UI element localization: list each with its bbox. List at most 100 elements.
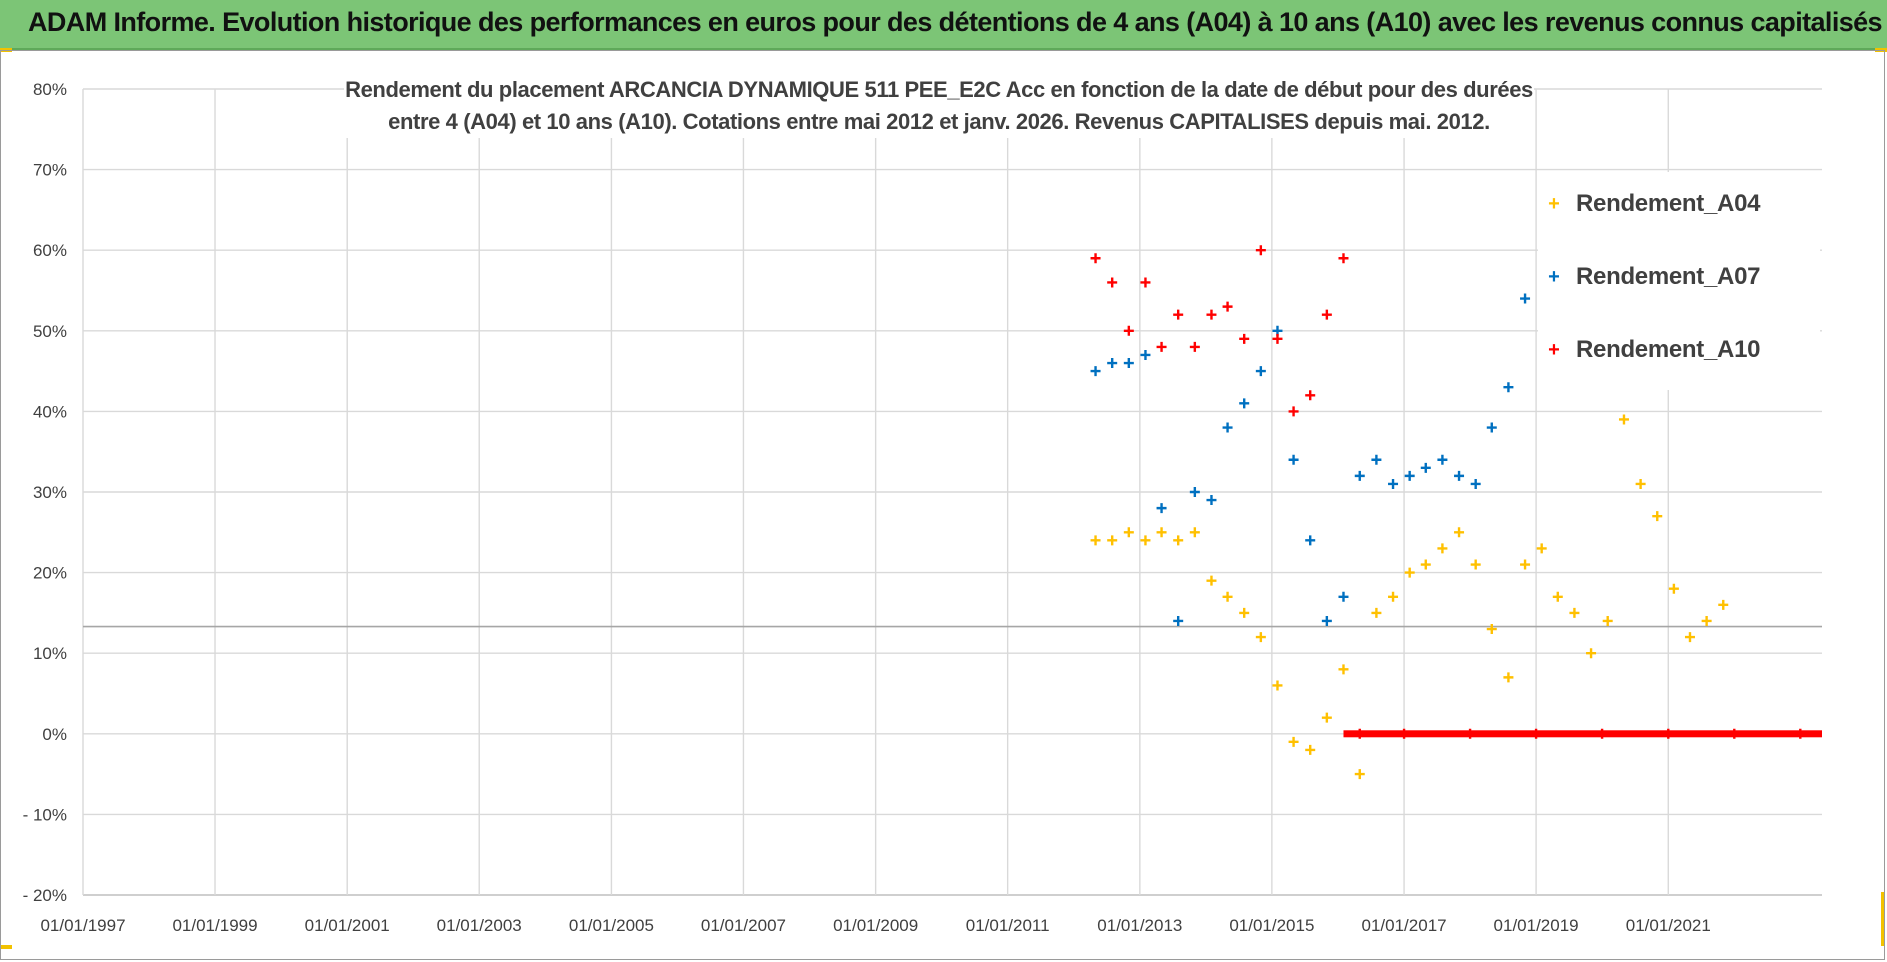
chart-frame — [0, 50, 1885, 960]
x-tick-label: 01/01/2011 — [966, 916, 1050, 935]
x-tick-label: 01/01/1999 — [172, 916, 257, 935]
legend-label-a07: Rendement_A07 — [1576, 263, 1761, 290]
report-banner: ADAM Informe. Evolution historique des p… — [0, 0, 1887, 50]
point-a04 — [1338, 664, 1349, 675]
point-a04 — [1140, 535, 1151, 546]
y-tick-label: 30% — [33, 483, 67, 502]
point-a10 — [1305, 390, 1316, 401]
point-a07 — [1388, 478, 1399, 489]
point-a04 — [1437, 543, 1448, 554]
point-a10 — [1189, 341, 1200, 352]
legend-item-a07: + Rendement_A07 — [1538, 257, 1760, 297]
x-tick-label: 01/01/2009 — [833, 916, 918, 935]
point-a10 — [1123, 325, 1134, 336]
point-a04 — [1470, 559, 1481, 570]
point-a04 — [1222, 591, 1233, 602]
point-a04 — [1305, 744, 1316, 755]
x-tick-label: 01/01/2003 — [437, 916, 522, 935]
point-a10 — [1239, 333, 1250, 344]
point-a07 — [1486, 422, 1497, 433]
point-a07 — [1305, 535, 1316, 546]
y-tick-label: 10% — [33, 644, 67, 663]
point-a10 — [1272, 333, 1283, 344]
report-title: ADAM Informe. Evolution historique des p… — [28, 7, 1883, 37]
legend-marker-a10: + — [1548, 338, 1560, 361]
point-a04 — [1718, 599, 1729, 610]
x-tick-label: 01/01/2005 — [569, 916, 654, 935]
point-a04 — [1288, 736, 1299, 747]
point-a07 — [1156, 503, 1167, 514]
point-a07 — [1288, 454, 1299, 465]
y-tick-label: 0% — [42, 725, 67, 744]
corner-accent-bottom-left — [0, 945, 12, 949]
y-tick-label: - 10% — [23, 805, 67, 824]
chart-legend: + Rendement_A04 + Rendement_A07 + Rendem… — [1538, 172, 1820, 390]
point-a07 — [1239, 398, 1250, 409]
point-a04 — [1388, 591, 1399, 602]
x-tick-label: 01/01/2017 — [1362, 916, 1447, 935]
point-a10 — [1206, 309, 1217, 320]
y-axis-ticks: 80% 70% 60% 50% 40% 30% 20% 10% 0% - 10% - 20% — [23, 80, 67, 905]
x-axis-ticks: 01/01/1997 01/01/1999 01/01/2001 01/01/2003… — [40, 916, 1710, 935]
gridlines — [82, 88, 1822, 896]
point-a07 — [1206, 495, 1217, 506]
point-a04 — [1206, 575, 1217, 586]
point-a04 — [1189, 527, 1200, 538]
x-tick-label: 01/01/2001 — [305, 916, 390, 935]
point-a04 — [1255, 632, 1266, 643]
point-a07 — [1470, 478, 1481, 489]
point-a04 — [1618, 414, 1629, 425]
point-a10 — [1156, 341, 1167, 352]
point-a07 — [1520, 293, 1531, 304]
y-tick-label: - 20% — [23, 886, 67, 905]
point-a10 — [1321, 309, 1332, 320]
y-tick-label: 70% — [33, 161, 67, 180]
point-a04 — [1586, 648, 1597, 659]
point-a07 — [1338, 591, 1349, 602]
chart-title-line-1: Rendement du placement ARCANCIA DYNAMIQU… — [345, 77, 1533, 102]
point-a07 — [1123, 358, 1134, 369]
x-tick-label: 01/01/2021 — [1626, 916, 1711, 935]
legend-label-a04: Rendement_A04 — [1576, 190, 1761, 217]
point-a04 — [1635, 478, 1646, 489]
x-tick-label: 01/01/2007 — [701, 916, 786, 935]
legend-marker-a07: + — [1548, 265, 1560, 288]
y-tick-label: 40% — [33, 402, 67, 421]
corner-accent-bottom-right — [1881, 892, 1885, 946]
point-a04 — [1173, 535, 1184, 546]
legend-marker-a04: + — [1548, 192, 1560, 215]
legend-item-a10: + Rendement_A10 — [1538, 330, 1760, 370]
y-tick-label: 20% — [33, 564, 67, 583]
chart-title: Rendement du placement ARCANCIA DYNAMIQU… — [344, 74, 1534, 138]
point-a10 — [1107, 277, 1118, 288]
a10-zero-band — [1343, 730, 1822, 738]
point-a04 — [1602, 615, 1613, 626]
point-a04 — [1239, 607, 1250, 618]
point-a07 — [1404, 470, 1415, 481]
point-a04 — [1354, 769, 1365, 780]
point-a04 — [1371, 607, 1382, 618]
point-a04 — [1107, 535, 1118, 546]
point-a04 — [1668, 583, 1679, 594]
x-tick-label: 01/01/2013 — [1097, 916, 1182, 935]
point-a04 — [1569, 607, 1580, 618]
point-a07 — [1454, 470, 1465, 481]
point-a07 — [1107, 358, 1118, 369]
point-a07 — [1503, 382, 1514, 393]
point-a07 — [1437, 454, 1448, 465]
point-a04 — [1454, 527, 1465, 538]
point-a04 — [1420, 559, 1431, 570]
legend-label-a10: Rendement_A10 — [1576, 336, 1761, 363]
point-a07 — [1090, 366, 1101, 377]
point-a10 — [1090, 253, 1101, 264]
point-a04 — [1520, 559, 1531, 570]
data-points — [1090, 245, 1822, 780]
x-tick-label: 01/01/1997 — [40, 916, 125, 935]
x-tick-label: 01/01/2019 — [1494, 916, 1579, 935]
point-a04 — [1404, 567, 1415, 578]
point-a07 — [1321, 615, 1332, 626]
chart-title-line-2: entre 4 (A04) et 10 ans (A10). Cotations… — [388, 109, 1490, 134]
y-tick-label: 60% — [33, 241, 67, 260]
point-a10 — [1173, 309, 1184, 320]
